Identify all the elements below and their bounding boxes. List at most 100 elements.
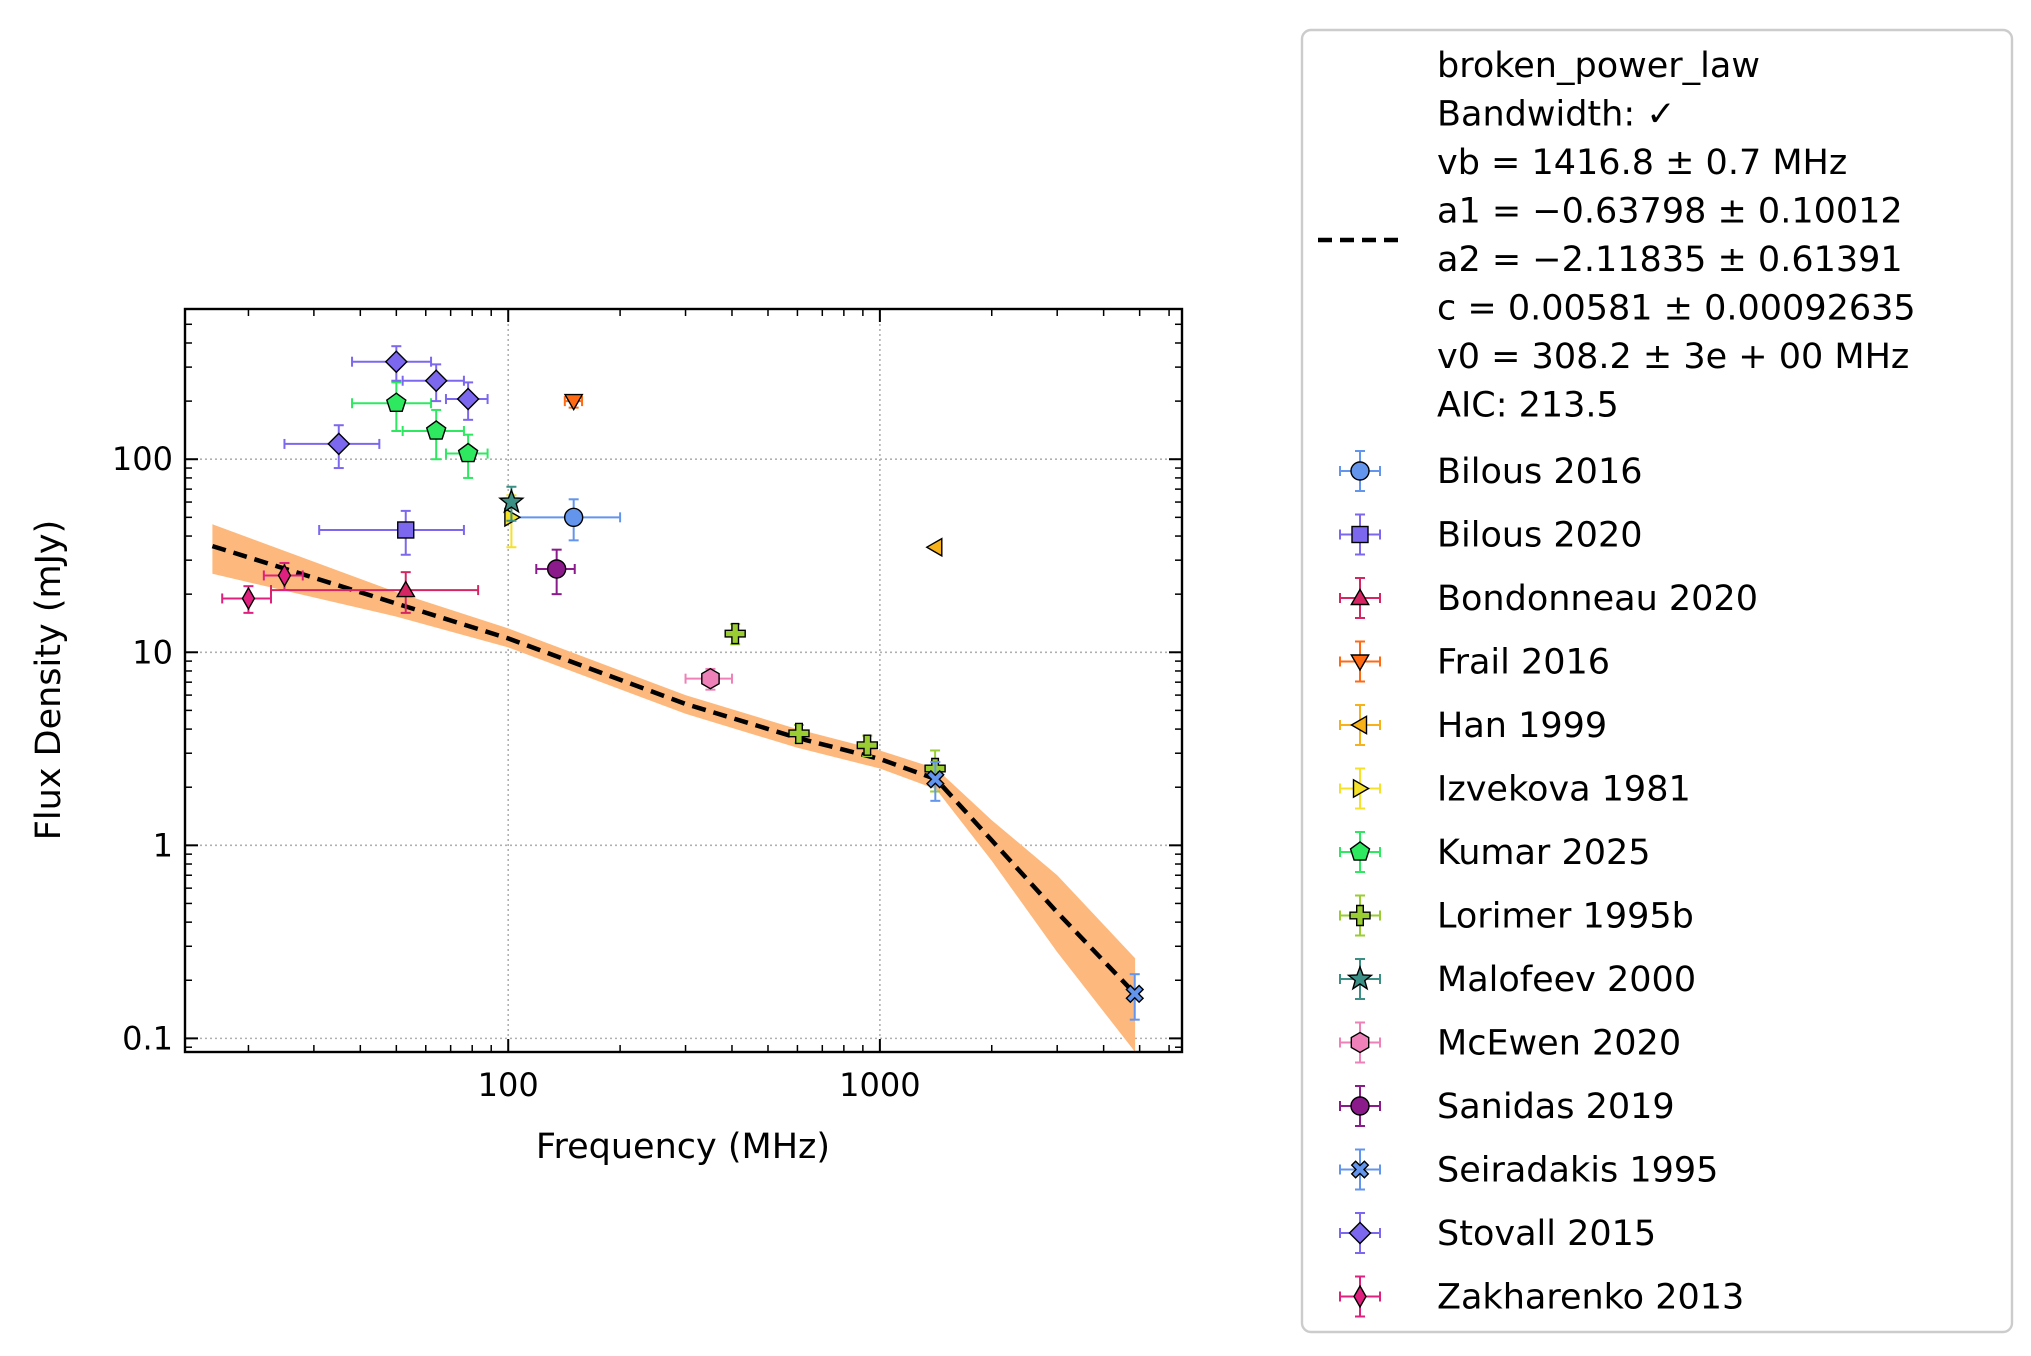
series-sanidas-2019 xyxy=(535,548,576,596)
legend-entry-zakharenko-2013: Zakharenko 2013 xyxy=(1339,1275,1744,1318)
x-tick-label: 100 xyxy=(478,1066,539,1104)
legend-entry-malofeev-2000: Malofeev 2000 xyxy=(1339,958,1696,1000)
data-points-layer xyxy=(221,345,1145,1021)
legend-marker xyxy=(1352,778,1370,799)
legend-label: Kumar 2025 xyxy=(1437,833,1651,873)
legend-label: Seiradakis 1995 xyxy=(1437,1151,1718,1191)
legend-label: Han 1999 xyxy=(1437,706,1607,746)
legend-marker xyxy=(1350,654,1370,672)
legend-label: Sanidas 2019 xyxy=(1437,1087,1675,1127)
y-tick-label: 0.1 xyxy=(122,1019,173,1057)
legend-entry-mcewen-2020: McEwen 2020 xyxy=(1339,1021,1681,1064)
x-axis-label: Frequency (MHz) xyxy=(536,1127,830,1167)
fit-line-layer xyxy=(211,543,1137,996)
data-point xyxy=(277,563,292,588)
legend-marker xyxy=(1350,461,1370,481)
data-point xyxy=(397,521,415,539)
legend-fit-label-line: a1 = −0.63798 ± 0.10012 xyxy=(1437,192,1903,232)
legend-entry-izvekova-1981: Izvekova 1981 xyxy=(1339,767,1691,810)
data-point xyxy=(788,722,810,745)
legend-fit-label-line: AIC: 213.5 xyxy=(1437,386,1619,426)
data-point xyxy=(457,442,479,463)
legend-entry-kumar-2025: Kumar 2025 xyxy=(1339,831,1651,873)
legend-frame xyxy=(1300,28,2014,1334)
series-malofeev-2000 xyxy=(498,485,525,522)
y-axis-label: Flux Density (mJy) xyxy=(29,520,69,841)
legend-label: Frail 2016 xyxy=(1437,643,1610,683)
data-point xyxy=(701,667,720,690)
data-point xyxy=(563,507,584,528)
series-zakharenko-2013 xyxy=(221,562,304,614)
data-point xyxy=(424,369,448,393)
grid-layer xyxy=(185,309,1182,1052)
legend-label: Lorimer 1995b xyxy=(1437,897,1694,937)
plot-frame xyxy=(183,307,1184,1054)
legend-entry-fit: broken_power_law Bandwidth: ✓ vb = 1416.8 … xyxy=(1318,46,1916,426)
series-bondonneau-2020 xyxy=(269,571,480,614)
legend-fit-label-line: a2 = −2.11835 ± 0.61391 xyxy=(1437,240,1903,280)
legend-label: Bondonneau 2020 xyxy=(1437,579,1758,619)
y-tick-label: 10 xyxy=(132,633,173,671)
data-point xyxy=(241,586,256,611)
legend-label: McEwen 2020 xyxy=(1437,1024,1681,1064)
series-bilous-2016 xyxy=(507,498,622,542)
legend-fit-label-line: v0 = 308.2 ± 3e + 00 MHz xyxy=(1437,337,1909,377)
series-mcewen-2020 xyxy=(684,667,733,691)
series-seiradakis-1995 xyxy=(926,761,1145,1021)
series-kumar-2025 xyxy=(351,381,489,479)
legend-entry-lorimer-1995b: Lorimer 1995b xyxy=(1339,894,1694,937)
legend: broken_power_law Bandwidth: ✓ vb = 1416.8 … xyxy=(1300,28,2014,1334)
legend-label: Izvekova 1981 xyxy=(1437,770,1691,810)
legend-label: Bilous 2016 xyxy=(1437,452,1643,492)
legend-label: Malofeev 2000 xyxy=(1437,960,1696,1000)
data-point xyxy=(856,734,878,756)
legend-entry-bilous-2016: Bilous 2016 xyxy=(1339,450,1643,492)
series-han-1999 xyxy=(925,537,943,558)
y-tick-label: 1 xyxy=(153,826,173,864)
legend-entry-han-1999: Han 1999 xyxy=(1339,704,1607,746)
legend-label: Stovall 2015 xyxy=(1437,1214,1656,1254)
legend-marker xyxy=(1351,525,1369,544)
legend-marker xyxy=(1353,1284,1367,1309)
legend-entry-frail-2016: Frail 2016 xyxy=(1339,640,1610,683)
series-stovall-2015 xyxy=(283,345,489,470)
data-point xyxy=(563,393,584,412)
legend-entry-bondonneau-2020: Bondonneau 2020 xyxy=(1339,577,1758,619)
legend-label: Zakharenko 2013 xyxy=(1437,1278,1744,1318)
legend-fit-label-line: c = 0.00581 ± 0.00092635 xyxy=(1437,289,1916,329)
legend-label: Bilous 2020 xyxy=(1437,516,1643,556)
fit-line xyxy=(211,543,1137,996)
legend-marker xyxy=(1346,965,1374,991)
data-point xyxy=(546,559,567,579)
data-point xyxy=(1125,984,1145,1004)
legend-entry-seiradakis-1995: Seiradakis 1995 xyxy=(1339,1148,1718,1191)
legend-marker xyxy=(1350,1031,1370,1054)
data-point xyxy=(385,392,407,412)
data-point xyxy=(925,537,943,558)
series-bilous-2020 xyxy=(318,509,465,556)
legend-entry-stovall-2015: Stovall 2015 xyxy=(1339,1212,1656,1254)
legend-marker xyxy=(1350,1096,1370,1116)
data-point xyxy=(926,769,945,789)
legend-marker xyxy=(1349,904,1371,927)
legend-fit-label-line: Bandwidth: ✓ xyxy=(1437,95,1676,135)
data-point xyxy=(384,350,408,374)
ticks-layer: 100 1000 0.1 1 10 100 xyxy=(112,308,1182,1104)
legend-marker xyxy=(1350,1160,1370,1179)
data-point xyxy=(327,432,351,456)
legend-marker xyxy=(1350,715,1368,735)
data-point xyxy=(724,622,746,645)
data-point xyxy=(498,488,525,514)
legend-fit-label-line: broken_power_law xyxy=(1437,46,1760,86)
data-point xyxy=(395,580,416,598)
series-frail-2016 xyxy=(563,393,584,412)
x-tick-label: 1000 xyxy=(839,1066,920,1104)
legend-marker xyxy=(1348,1221,1372,1245)
data-point xyxy=(425,420,447,440)
data-point xyxy=(456,387,480,411)
legend-entry-sanidas-2019: Sanidas 2019 xyxy=(1339,1085,1675,1127)
legend-fit-label-line: vb = 1416.8 ± 0.7 MHz xyxy=(1437,143,1847,183)
legend-marker xyxy=(1349,841,1371,861)
legend-marker xyxy=(1350,588,1370,606)
